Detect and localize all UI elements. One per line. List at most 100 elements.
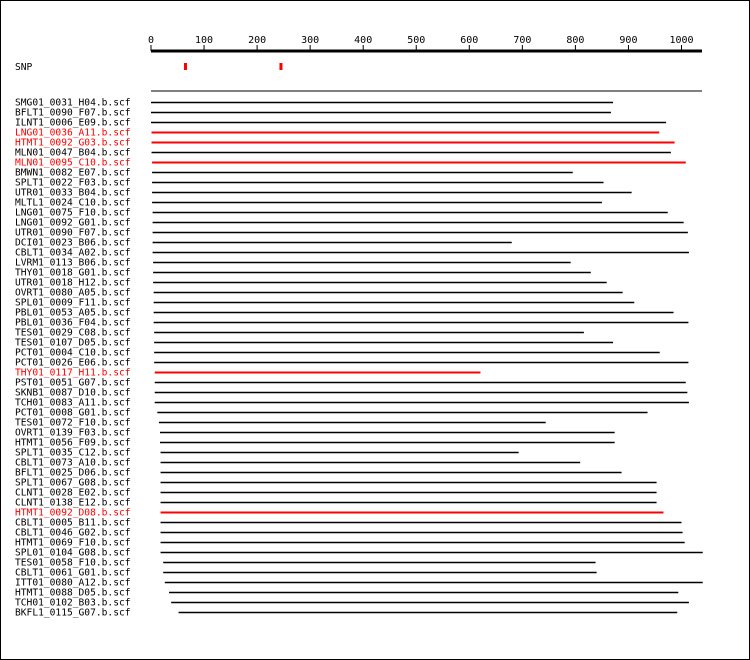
read-name[interactable]: PCT01_0008_G01.b.scf — [15, 408, 131, 419]
axis-tick-label: 800 — [566, 35, 584, 46]
read-name[interactable]: DCI01_0023_B06.b.scf — [15, 238, 131, 249]
read-name[interactable]: CBLT1_0061_G01.b.scf — [15, 568, 131, 579]
read-name[interactable]: LNG01_0075_F10.b.scf — [15, 208, 131, 219]
read-row: LNG01_0036_A11.b.scf — [15, 128, 660, 139]
read-name[interactable]: HTMT1_0092_D08.b.scf — [15, 508, 131, 519]
read-row: PCT01_0004_C10.b.scf — [15, 348, 660, 359]
snp-marker — [279, 63, 283, 70]
read-name[interactable]: THY01_0117_H11.b.scf — [15, 368, 131, 379]
read-row: BFLT1_0025_D06.b.scf — [15, 468, 622, 479]
axis-tick-label: 400 — [354, 35, 372, 46]
read-row: ITT01_0080_A12.b.scf — [15, 578, 703, 589]
read-name[interactable]: MLN01_0047_B04.b.scf — [15, 148, 131, 159]
read-name[interactable]: BMWN1_0082_E07.b.scf — [15, 168, 131, 179]
read-name[interactable]: LNG01_0092_G01.b.scf — [15, 218, 131, 229]
read-name[interactable]: TES01_0058_F10.b.scf — [15, 558, 131, 569]
read-row: CLNT1_0138_E12.b.scf — [15, 498, 657, 509]
read-name[interactable]: SKNB1_0087_D10.b.scf — [15, 388, 131, 399]
read-row: PBL01_0036_F04.b.scf — [15, 318, 689, 329]
read-name[interactable]: BKFL1_0115_G07.b.scf — [15, 608, 131, 619]
read-name[interactable]: PCT01_0004_C10.b.scf — [15, 348, 131, 359]
read-name[interactable]: SMG01_0031_H04.b.scf — [15, 98, 131, 109]
read-name[interactable]: CLNT1_0138_E12.b.scf — [15, 498, 131, 509]
read-row: HTMT1_0088_D05.b.scf — [15, 588, 679, 599]
position-axis: 0 100 200 300 400 500 600 700 800 900 1000 — [148, 35, 702, 53]
read-name[interactable]: BFLT1_0025_D06.b.scf — [15, 468, 131, 479]
read-row: UTR01_0018_H12.b.scf — [15, 278, 607, 289]
read-name[interactable]: TES01_0107_D05.b.scf — [15, 338, 131, 349]
read-name[interactable]: ILNT1_0006_E09.b.scf — [15, 118, 131, 129]
read-name[interactable]: CBLT1_0073_A10.b.scf — [15, 458, 131, 469]
read-row: LVRM1_0113_B06.b.scf — [15, 258, 571, 269]
read-row: TES01_0072_F10.b.scf — [15, 418, 546, 429]
read-name[interactable]: THY01_0018_G01.b.scf — [15, 268, 131, 279]
read-row: UTR01_0033_B04.b.scf — [15, 188, 632, 199]
read-row: PBL01_0053_A05.b.scf — [15, 308, 674, 319]
read-row: LNG01_0092_G01.b.scf — [15, 218, 684, 229]
read-row: CBLT1_0061_G01.b.scf — [15, 568, 597, 579]
read-row: BFLT1_0090_F07.b.scf — [15, 108, 611, 119]
read-name[interactable]: TES01_0072_F10.b.scf — [15, 418, 131, 429]
read-row: SPLT1_0022_F03.b.scf — [15, 178, 604, 189]
read-name[interactable]: UTR01_0033_B04.b.scf — [15, 188, 131, 199]
read-row: CBLT1_0073_A10.b.scf — [15, 458, 581, 469]
read-row: TCH01_0083_A11.b.scf — [15, 398, 689, 409]
read-name[interactable]: CLNT1_0028_E02.b.scf — [15, 488, 131, 499]
read-row: BKFL1_0115_G07.b.scf — [15, 608, 678, 619]
read-row: DCI01_0023_B06.b.scf — [15, 238, 512, 249]
read-row: TES01_0029_C08.b.scf — [15, 328, 584, 339]
read-name[interactable]: SPLT1_0067_G08.b.scf — [15, 478, 131, 489]
read-row: PCT01_0026_E06.b.scf — [15, 358, 689, 369]
read-name[interactable]: HTMT1_0092_G03.b.scf — [15, 138, 131, 149]
read-name[interactable]: LVRM1_0113_B06.b.scf — [15, 258, 131, 269]
read-row: MLN01_0095_C10.b.scf — [15, 158, 686, 169]
read-name[interactable]: LNG01_0036_A11.b.scf — [15, 128, 131, 139]
read-name[interactable]: CBLT1_0034_A02.b.scf — [15, 248, 131, 259]
read-row: SPL01_0009_F11.b.scf — [15, 298, 635, 309]
read-row: SMG01_0031_H04.b.scf — [15, 98, 614, 109]
read-name[interactable]: UTR01_0090_F07.b.scf — [15, 228, 131, 239]
read-row: CLNT1_0028_E02.b.scf — [15, 488, 657, 499]
read-row: MLN01_0047_B04.b.scf — [15, 148, 671, 159]
read-name[interactable]: TES01_0029_C08.b.scf — [15, 328, 131, 339]
read-name[interactable]: PBL01_0036_F04.b.scf — [15, 318, 131, 329]
read-name[interactable]: ITT01_0080_A12.b.scf — [15, 578, 131, 589]
read-row: CBLT1_0005_B11.b.scf — [15, 518, 682, 529]
read-row: HTMT1_0092_G03.b.scf — [15, 138, 675, 149]
read-row: MLTL1_0024_C10.b.scf — [15, 198, 602, 209]
snp-track-label: SNP — [15, 62, 33, 73]
read-row: ILNT1_0006_E09.b.scf — [15, 118, 667, 129]
read-name[interactable]: CBLT1_0046_G02.b.scf — [15, 528, 131, 539]
read-row: THY01_0117_H11.b.scf — [15, 368, 481, 379]
read-name[interactable]: SPLT1_0035_C12.b.scf — [15, 448, 131, 459]
read-name[interactable]: MLN01_0095_C10.b.scf — [15, 158, 131, 169]
read-name[interactable]: PBL01_0053_A05.b.scf — [15, 308, 131, 319]
read-name[interactable]: TCH01_0102_B03.b.scf — [15, 598, 131, 609]
read-name[interactable]: PST01_0051_G07.b.scf — [15, 378, 131, 389]
read-row: SKNB1_0087_D10.b.scf — [15, 388, 688, 399]
read-row: UTR01_0090_F07.b.scf — [15, 228, 688, 239]
read-name[interactable]: BFLT1_0090_F07.b.scf — [15, 108, 131, 119]
read-row: CBLT1_0034_A02.b.scf — [15, 248, 689, 259]
read-name[interactable]: CBLT1_0005_B11.b.scf — [15, 518, 131, 529]
read-name[interactable]: MLTL1_0024_C10.b.scf — [15, 198, 131, 209]
read-name[interactable]: HTMT1_0088_D05.b.scf — [15, 588, 131, 599]
read-row: HTMT1_0056_F09.b.scf — [15, 438, 615, 449]
read-name[interactable]: HTMT1_0056_F09.b.scf — [15, 438, 131, 449]
read-row: BMWN1_0082_E07.b.scf — [15, 168, 573, 179]
read-name[interactable]: HTMT1_0069_F10.b.scf — [15, 538, 131, 549]
read-name[interactable]: SPLT1_0022_F03.b.scf — [15, 178, 131, 189]
read-name[interactable]: TCH01_0083_A11.b.scf — [15, 398, 131, 409]
read-row: HTMT1_0092_D08.b.scf — [15, 508, 664, 519]
read-name[interactable]: PCT01_0026_E06.b.scf — [15, 358, 131, 369]
read-name[interactable]: OVRT1_0139_F03.b.scf — [15, 428, 131, 439]
read-name[interactable]: OVRT1_0080_A05.b.scf — [15, 288, 131, 299]
axis-tick-label: 1000 — [669, 35, 693, 46]
read-name[interactable]: UTR01_0018_H12.b.scf — [15, 278, 131, 289]
read-name[interactable]: SPL01_0009_F11.b.scf — [15, 298, 131, 309]
read-name[interactable]: SPL01_0104_G08.b.scf — [15, 548, 131, 559]
read-row: TCH01_0102_B03.b.scf — [15, 598, 689, 609]
snp-marker — [183, 63, 187, 70]
